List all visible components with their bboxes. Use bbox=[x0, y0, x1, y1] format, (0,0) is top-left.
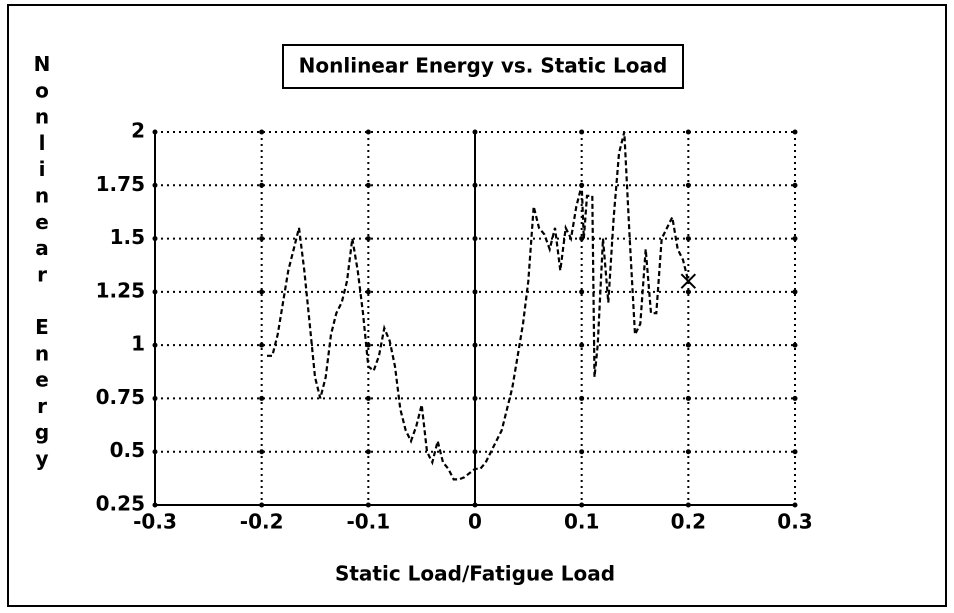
grid-node bbox=[792, 289, 798, 295]
data-line bbox=[267, 131, 690, 481]
chart-title: Nonlinear Energy vs. Static Load bbox=[299, 54, 668, 78]
y-tick-label: 0.5 bbox=[110, 438, 145, 462]
y-tick-label: 1 bbox=[131, 332, 145, 356]
grid-node bbox=[365, 449, 371, 455]
grid-node bbox=[579, 342, 585, 348]
grid-node bbox=[365, 182, 371, 188]
y-tick-label: 1.75 bbox=[96, 172, 145, 196]
y-tick-label: 0.75 bbox=[96, 385, 145, 409]
grid-node bbox=[792, 449, 798, 455]
grid-node bbox=[259, 129, 265, 135]
x-tick-label: 0 bbox=[468, 510, 482, 534]
grid-node bbox=[792, 342, 798, 348]
grid-node bbox=[259, 342, 265, 348]
grid-node bbox=[365, 395, 371, 401]
grid-node bbox=[792, 182, 798, 188]
grid-node bbox=[365, 289, 371, 295]
grid-node bbox=[792, 236, 798, 242]
grid-node bbox=[685, 289, 691, 295]
grid-node bbox=[685, 342, 691, 348]
y-tick-label: 1.25 bbox=[96, 278, 145, 302]
grid-node bbox=[685, 449, 691, 455]
grid-node bbox=[259, 449, 265, 455]
grid-node bbox=[365, 236, 371, 242]
y-tick-label: 1.5 bbox=[110, 225, 145, 249]
x-axis-label: Static Load/Fatigue Load bbox=[335, 562, 615, 586]
grid-node bbox=[792, 129, 798, 135]
grid-node bbox=[579, 129, 585, 135]
grid-node bbox=[685, 182, 691, 188]
grid-node bbox=[685, 236, 691, 242]
title-box bbox=[282, 44, 684, 89]
grid-node bbox=[259, 182, 265, 188]
grid-node bbox=[259, 395, 265, 401]
grid-node bbox=[685, 129, 691, 135]
end-marker bbox=[680, 273, 697, 289]
grid-node bbox=[579, 289, 585, 295]
grid-node bbox=[579, 395, 585, 401]
grid-node bbox=[792, 395, 798, 401]
x-tick-label: -0.2 bbox=[240, 510, 284, 534]
x-tick-label: -0.3 bbox=[133, 510, 177, 534]
x-tick-label: 0.1 bbox=[564, 510, 599, 534]
grid-node bbox=[579, 449, 585, 455]
grid-node bbox=[259, 289, 265, 295]
grid-node bbox=[259, 236, 265, 242]
grid-node bbox=[685, 395, 691, 401]
outer-frame bbox=[7, 4, 947, 607]
grid-node bbox=[365, 129, 371, 135]
y-tick-label: 2 bbox=[131, 119, 145, 143]
y-tick-label: 0.25 bbox=[96, 492, 145, 516]
x-tick-label: -0.1 bbox=[346, 510, 390, 534]
x-tick-label: 0.3 bbox=[777, 510, 812, 534]
x-tick-label: 0.2 bbox=[671, 510, 706, 534]
